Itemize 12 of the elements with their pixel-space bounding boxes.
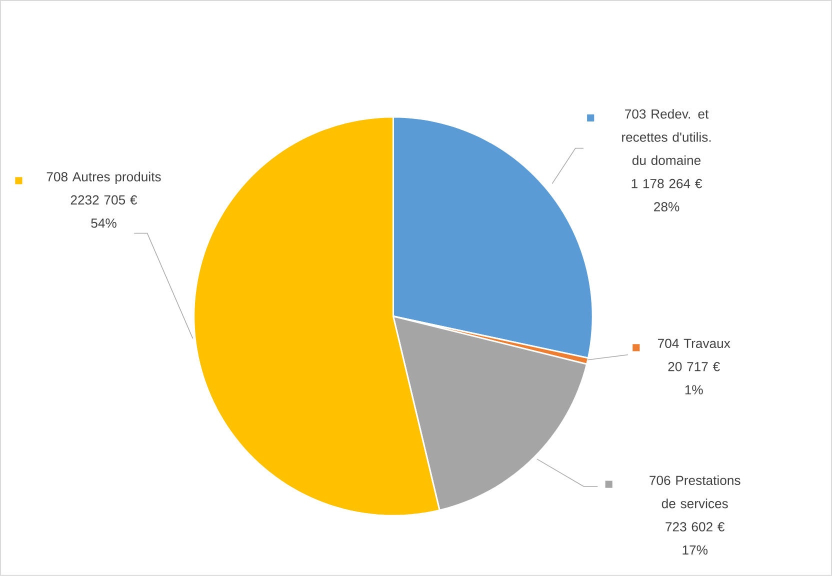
legend-label: 704 Travaux [658,338,730,348]
data-label: 20 717 € [668,362,720,372]
data-label: 723 602 € [666,522,725,532]
legend-label: 703 Redev. et recettes d'utilis. du domaine [622,109,711,166]
text: 17% [682,545,708,555]
legend-label: 708 Autres produits [46,172,161,184]
slice-label: 706 Prestations de services [650,475,740,508]
data-label: 2232 705 € [70,195,138,205]
data-label: 1 178 264 € [632,178,702,188]
text: 54% [91,218,116,228]
text: 1% [685,385,703,394]
text: 28% [654,202,680,212]
